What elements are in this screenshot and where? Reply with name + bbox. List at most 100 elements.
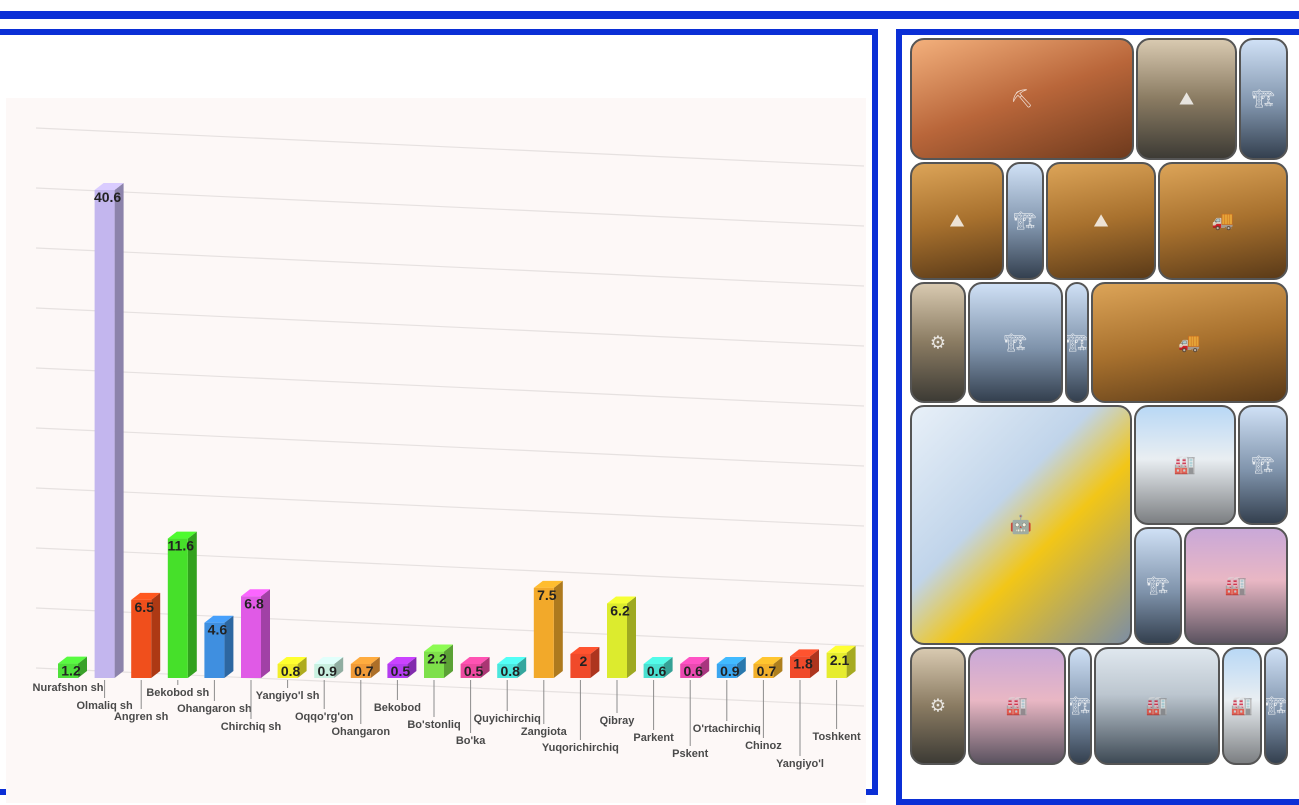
photo-glyph-icon: 🏭 <box>1230 695 1254 717</box>
photo-glyph-icon: 🏗 <box>1065 332 1089 353</box>
gridline <box>35 187 865 227</box>
photo-glyph-icon: ⚙ <box>929 332 947 353</box>
data-label: 0.9 <box>720 663 740 679</box>
photo-glyph-icon: ⛰ <box>949 210 965 232</box>
bar-side <box>810 649 819 678</box>
photo-glyph-icon: 🏗 <box>1146 575 1170 597</box>
haul-trucks-photo: 🚚 <box>1158 162 1288 280</box>
tick-label: Ohangaron sh <box>177 703 252 715</box>
bar-side <box>114 183 124 678</box>
bar-side <box>224 615 234 678</box>
data-label: 1.8 <box>793 655 813 671</box>
bar <box>570 653 591 678</box>
photo-glyph-icon: ⛰ <box>1178 88 1195 110</box>
refinery-photo: 🏭 <box>1134 405 1236 525</box>
data-label: 4.6 <box>208 622 228 638</box>
bar-top <box>94 183 124 190</box>
bar-top <box>131 592 161 600</box>
bar-side <box>187 531 197 678</box>
photo-glyph-icon: 🏭 <box>1005 695 1029 717</box>
tick-label: Oqqo'rg'on <box>295 711 354 723</box>
tick-label: Chirchiq sh <box>221 721 282 733</box>
bar-top <box>277 657 307 664</box>
bar-side <box>151 592 161 678</box>
open-pit-mine-photo: ⛰ <box>1136 38 1237 160</box>
photo-glyph-icon: ⛏ <box>1010 88 1034 110</box>
bar <box>277 664 298 678</box>
data-label: 0.7 <box>354 663 374 679</box>
photo-glyph-icon: 🚚 <box>1211 210 1235 232</box>
bar <box>607 603 627 678</box>
tick-label: Yangiyo'l sh <box>256 690 320 702</box>
tick-label: Olmaliq sh <box>76 700 133 712</box>
tick-label: Angren sh <box>114 711 169 723</box>
tick-label: Parkent <box>633 732 674 744</box>
gridline <box>35 247 865 287</box>
top-frame-stripe <box>0 11 1299 19</box>
tick-label: Pskent <box>672 748 708 760</box>
gridline <box>35 547 865 587</box>
data-label: 6.8 <box>244 595 264 611</box>
bar <box>753 664 774 678</box>
bar <box>680 664 701 678</box>
bar-top <box>643 657 673 664</box>
data-label: 1.2 <box>61 663 81 679</box>
data-label: 0.5 <box>391 663 411 679</box>
gridline <box>35 427 865 467</box>
bar-top <box>58 656 87 664</box>
tick-label: Quyichirchiq <box>474 713 541 725</box>
mining-truck-photo: ⛏ <box>910 38 1134 160</box>
bar <box>131 599 152 678</box>
tick-label: Toshkent <box>813 731 861 743</box>
data-label: 2 <box>580 653 588 669</box>
bar-side <box>627 596 636 678</box>
tick-label: Bo'stonliq <box>407 719 460 731</box>
data-label: 0.5 <box>464 663 484 679</box>
conveyor-photo: ⚙ <box>910 647 966 765</box>
bar-chart: 1.2 Nurafshon sh 40.6 Olmaliq sh 6.5 Angren s… <box>33 127 865 770</box>
bucket-wheel-excavator-photo: 🏗 <box>968 282 1063 403</box>
bar-top <box>753 657 783 664</box>
bar-side <box>846 645 856 678</box>
bar-top <box>241 589 270 597</box>
excavator-crane-photo: 🏗 <box>1065 282 1089 403</box>
photo-glyph-icon: 🏭 <box>1173 454 1197 476</box>
data-label: 2.1 <box>830 652 850 668</box>
data-label: 11.6 <box>168 538 195 554</box>
bar <box>387 664 408 678</box>
tick-label: Yangiyo'l <box>776 758 824 770</box>
bar-side <box>553 580 563 678</box>
excavator-crane-photo: 🏗 <box>1238 405 1288 525</box>
quarry-terraces-photo: ⛰ <box>1046 162 1156 280</box>
photo-glyph-icon: 🚚 <box>1178 332 1201 353</box>
bar <box>790 656 810 678</box>
bar <box>643 664 664 678</box>
haul-trucks-pit-photo: 🚚 <box>1091 282 1288 403</box>
tick-label: Nurafshon sh <box>33 682 104 694</box>
gridline <box>35 487 865 527</box>
bar <box>533 587 554 678</box>
photo-glyph-icon: 🏗 <box>1264 695 1288 717</box>
tick-label: Bekobod <box>374 702 421 714</box>
bar-side <box>444 644 453 678</box>
bar <box>167 538 188 678</box>
bar-top <box>607 596 636 604</box>
bar <box>460 664 481 678</box>
tick-label: O'rtachirchiq <box>693 723 761 735</box>
bar-top <box>350 657 380 664</box>
chart-area: 1.2 Nurafshon sh 40.6 Olmaliq sh 6.5 Angren s… <box>6 98 866 803</box>
photo-glyph-icon: 🏭 <box>1145 695 1169 717</box>
bar-top <box>387 657 417 664</box>
photo-glyph-icon: 🏗 <box>1068 695 1092 717</box>
data-label: 40.6 <box>94 189 121 205</box>
bar-top <box>167 531 197 539</box>
data-label: 2.2 <box>427 651 447 667</box>
data-label: 0.7 <box>757 663 777 679</box>
photo-gallery-panel: ⛏ ⛰ 🏗 ⛰ 🏗 ⛰ 🚚 ⚙ 🏗 🏗 🚚 🤖 🏭 🏗 🏗 🏭 ⚙ 🏭 🏗 🏭 🏭 🏗 <box>896 29 1299 805</box>
bar-top <box>314 657 344 664</box>
data-label: 6.5 <box>134 599 154 615</box>
photo-glyph-icon: 🏗 <box>1251 454 1275 476</box>
excavator-crane-photo: 🏗 <box>1239 38 1288 160</box>
data-label: 6.2 <box>610 602 630 618</box>
bar-top <box>424 644 453 652</box>
